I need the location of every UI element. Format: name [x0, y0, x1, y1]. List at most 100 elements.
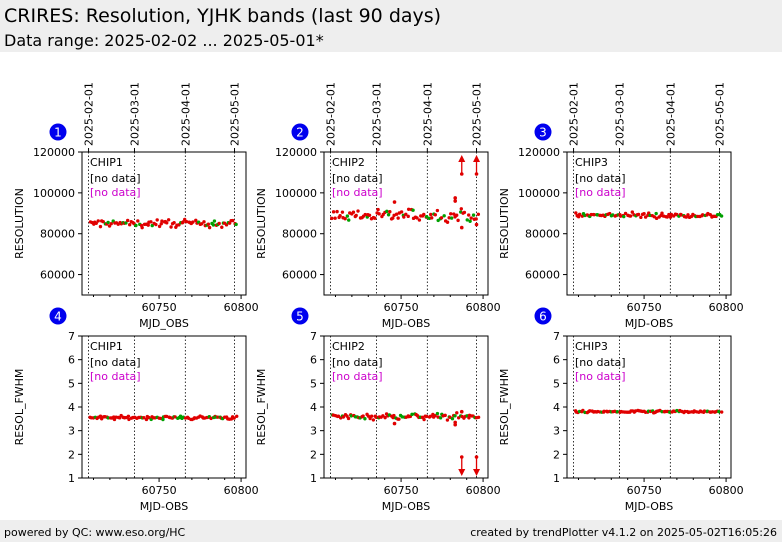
data-point: [433, 213, 438, 217]
data-point: [94, 221, 98, 225]
y-tick-label: 2: [310, 448, 317, 461]
date-tick-label: 2025-05-01: [471, 82, 484, 146]
data-point: [442, 214, 446, 218]
date-tick-label: 2025-05-01: [229, 82, 242, 146]
x-tick-label: 60750: [627, 484, 662, 497]
data-point: [450, 416, 455, 421]
data-point: [388, 210, 392, 214]
y-tick-label: 60000: [40, 269, 75, 282]
y-tick-label: 6: [310, 354, 317, 367]
data-point: [449, 216, 454, 220]
panel-number-marker: [534, 307, 552, 325]
y-tick-label: 3: [553, 425, 560, 438]
data-point: [443, 413, 447, 418]
data-point: [683, 409, 687, 414]
data-point: [455, 411, 459, 415]
data-point: [406, 214, 410, 219]
data-point: [654, 216, 659, 221]
data-point: [367, 213, 372, 217]
data-point: [383, 415, 387, 420]
data-point: [654, 211, 658, 216]
y-tick-label: 7: [68, 330, 75, 343]
no-data-label: [no data]: [575, 172, 626, 185]
data-point: [402, 215, 406, 219]
chip-label: CHIP2: [332, 340, 365, 353]
y-tick-label: 5: [553, 377, 560, 390]
data-point: [394, 212, 399, 216]
y-tick-label: 120000: [33, 146, 75, 159]
x-tick-label: 60750: [384, 484, 419, 497]
y-axis-label: RESOLUTION: [498, 188, 511, 259]
data-point: [397, 417, 401, 421]
data-point: [453, 414, 457, 418]
x-axis-label: MJD-OBS: [140, 500, 188, 513]
data-point: [166, 218, 171, 222]
y-tick-label: 6: [68, 354, 75, 367]
data-point: [474, 217, 478, 221]
date-tick-label: 2025-02-01: [325, 82, 338, 146]
y-tick-label: 4: [68, 401, 75, 414]
y-tick-label: 5: [310, 377, 317, 390]
data-point: [636, 212, 641, 217]
data-point: [98, 414, 103, 418]
outlier-point: [392, 421, 397, 426]
chip-label: CHIP3: [575, 340, 608, 353]
data-point: [642, 212, 646, 216]
data-point: [429, 212, 433, 217]
data-point: [668, 215, 673, 219]
date-tick-label: 2025-04-01: [179, 82, 192, 146]
panel-number-marker: [49, 123, 67, 141]
out-of-range-arrow-head: [458, 469, 466, 476]
y-tick-label: 5: [68, 377, 75, 390]
data-point: [220, 225, 224, 229]
data-point: [669, 212, 674, 217]
y-tick-label: 120000: [275, 146, 317, 159]
panel-number-marker: [49, 307, 67, 325]
data-point: [333, 216, 337, 220]
outlier-point: [392, 200, 397, 204]
y-tick-label: 60000: [525, 269, 560, 282]
data-point: [445, 418, 450, 422]
data-point: [335, 209, 339, 214]
data-point: [468, 219, 472, 223]
outlier-point: [459, 225, 464, 230]
x-tick-label: 60800: [466, 301, 501, 314]
x-tick-label: 60800: [224, 301, 259, 314]
panel-number-marker: [291, 307, 309, 325]
panel-number: 4: [54, 310, 62, 324]
y-tick-label: 1: [310, 472, 317, 485]
data-point: [216, 415, 220, 419]
data-point: [361, 414, 365, 418]
data-point: [109, 222, 113, 226]
y-tick-label: 6: [553, 354, 560, 367]
no-data-label: [no data]: [332, 172, 383, 185]
data-point: [159, 222, 163, 226]
y-tick-label: 80000: [525, 228, 560, 241]
y-tick-label: 7: [553, 330, 560, 343]
data-point: [428, 414, 433, 418]
outlier-point: [453, 420, 458, 425]
data-point: [377, 212, 381, 216]
date-tick-label: 2025-04-01: [421, 82, 434, 146]
data-point: [476, 415, 481, 419]
data-point: [465, 218, 469, 222]
data-point: [410, 412, 414, 417]
y-axis-label: RESOL_FWHM: [255, 369, 268, 446]
data-point: [194, 218, 198, 223]
data-point: [399, 210, 404, 214]
data-point: [207, 225, 212, 230]
date-tick-label: 2025-03-01: [613, 82, 626, 146]
data-point: [430, 216, 434, 220]
data-point: [630, 210, 635, 214]
date-tick-label: 2025-02-01: [568, 82, 581, 146]
data-point: [127, 417, 131, 422]
panel-number: 3: [539, 126, 547, 140]
y-tick-label: 2: [553, 448, 560, 461]
data-point: [665, 215, 669, 219]
x-tick-label: 60800: [224, 484, 259, 497]
data-point: [577, 212, 582, 217]
data-point: [476, 212, 481, 217]
data-point: [191, 220, 195, 224]
y-tick-label: 4: [310, 401, 317, 414]
outlier-point: [474, 222, 479, 227]
